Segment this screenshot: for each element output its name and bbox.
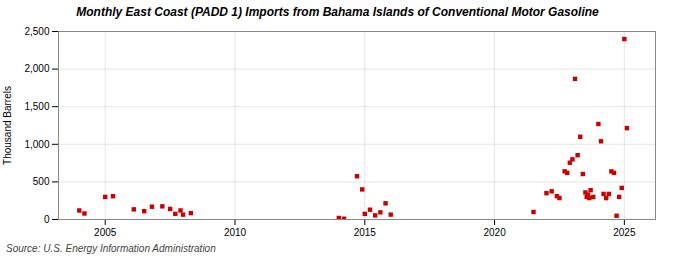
svg-text:2010: 2010	[224, 227, 247, 238]
svg-text:2,000: 2,000	[24, 63, 49, 74]
svg-text:1,000: 1,000	[24, 139, 49, 150]
svg-text:500: 500	[33, 176, 50, 187]
svg-text:2005: 2005	[94, 227, 117, 238]
svg-text:Thousand Barrels: Thousand Barrels	[2, 86, 13, 165]
html-text:Monthly East Coast (PADD 1) Im: Monthly East Coast (PADD 1) Imports from…	[76, 5, 599, 19]
svg-text:0: 0	[44, 214, 50, 225]
svg-text:2025: 2025	[613, 227, 636, 238]
svg-text:1,500: 1,500	[24, 101, 49, 112]
svg-text:2,500: 2,500	[24, 26, 49, 37]
html-text:Source: U.S. Energy Informatio: Source: U.S. Energy Information Administ…	[6, 243, 216, 254]
svg-text:2015: 2015	[354, 227, 377, 238]
svg-text:2020: 2020	[483, 227, 506, 238]
